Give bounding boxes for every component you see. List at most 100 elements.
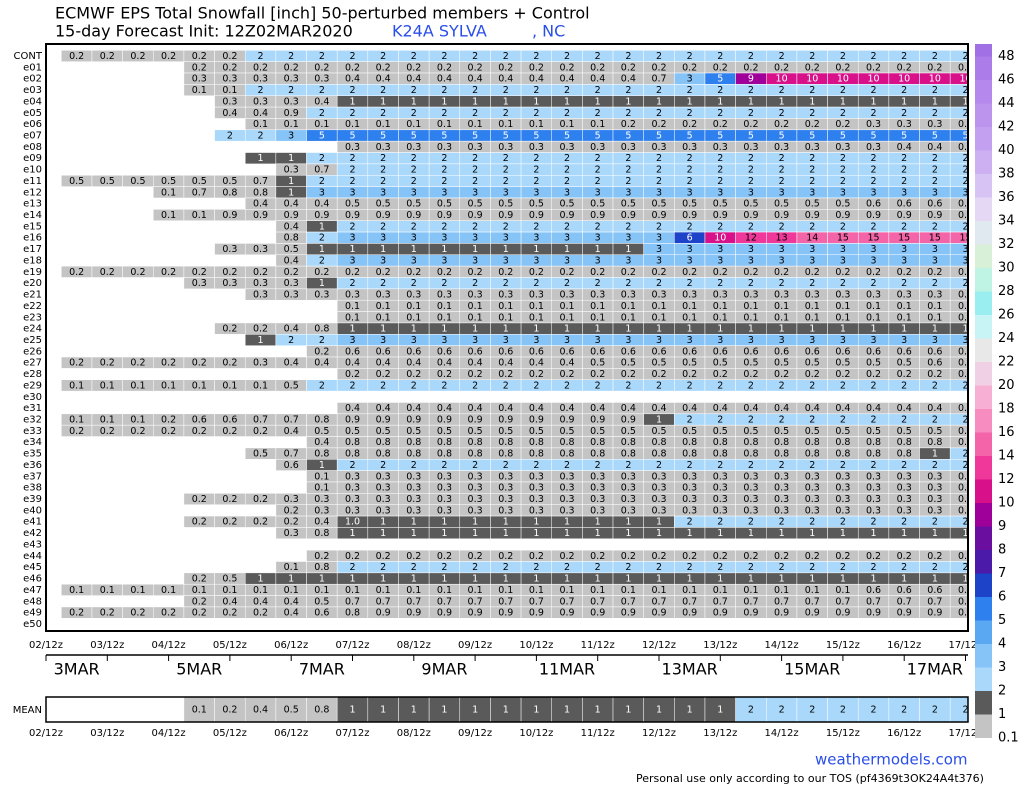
cell-label: 0.4 [253, 108, 268, 119]
cell-label: 0.7 [743, 596, 758, 607]
cell-label: 2 [901, 705, 907, 716]
cell-label: 2 [411, 562, 417, 573]
cell-label: 1 [441, 96, 447, 107]
cell-label: 0.3 [621, 483, 636, 494]
cell-label: 0.5 [345, 426, 360, 437]
cell-label: 0.8 [406, 437, 421, 448]
cell-label: 0.3 [621, 494, 636, 505]
cell-label: 0.3 [897, 471, 912, 482]
cell-label: 3 [503, 187, 509, 198]
cell-label: 0.9 [805, 608, 820, 619]
cell-label: 2 [349, 176, 355, 187]
cell-label: 2 [717, 278, 723, 289]
cell-label: 0.2 [498, 267, 513, 278]
row-label: e22 [23, 301, 42, 312]
cell-label: 2 [687, 85, 693, 96]
cell-label: 0.1 [590, 312, 605, 323]
cell-label: 0.3 [866, 494, 881, 505]
cell-label: 1 [564, 324, 570, 335]
cell-label: 0.3 [713, 483, 728, 494]
cell-label: 0.9 [682, 608, 697, 619]
cell-label: 0.3 [376, 290, 391, 301]
colorbar-block [975, 244, 992, 268]
cell-label: 0.2 [713, 369, 728, 380]
cell-label: 10 [929, 74, 941, 85]
cell-label: 2 [717, 153, 723, 164]
cell-label: 1 [840, 324, 846, 335]
cell-label: 0.4 [284, 426, 299, 437]
cell-label: 0.2 [651, 119, 666, 130]
cell-label: 0.9 [406, 210, 421, 221]
cell-label: 0.2 [713, 267, 728, 278]
cell-label: 0.7 [284, 449, 299, 460]
cell-label: 0.3 [958, 119, 973, 130]
cell-label: 2 [595, 221, 601, 232]
cell-label: 0.5 [866, 426, 881, 437]
cell-label: 0.5 [314, 426, 329, 437]
cell-label: 1 [380, 517, 386, 528]
cell-label: 2 [411, 460, 417, 471]
cell-label: 2 [564, 380, 570, 391]
cell-label: 0.1 [437, 119, 452, 130]
cell-label: 2 [349, 460, 355, 471]
cell-label: 2 [258, 85, 264, 96]
cell-label: 0.1 [345, 301, 360, 312]
cell-label: 0.9 [927, 608, 942, 619]
cell-label: 1 [840, 528, 846, 539]
cell-label: 0.2 [100, 267, 115, 278]
cell-label: 0.1 [161, 187, 176, 198]
cell-label: 1 [472, 517, 478, 528]
cell-label: 3 [901, 187, 907, 198]
cell-label: 0.2 [498, 369, 513, 380]
cell-label: 2 [288, 51, 294, 62]
cell-label: 0.2 [314, 267, 329, 278]
colorbar-label: 42 [998, 120, 1015, 135]
cell-label: 0.2 [192, 517, 207, 528]
cell-label: 1.0 [345, 517, 360, 528]
row-label: e46 [23, 574, 42, 585]
cell-label: 0.2 [468, 267, 483, 278]
cell-label: 2 [656, 380, 662, 391]
cell-label: 0.7 [437, 596, 452, 607]
cell-label: 3 [932, 187, 938, 198]
cell-label: 0.1 [897, 301, 912, 312]
cell-label: 0.3 [468, 290, 483, 301]
cell-label: 2 [932, 380, 938, 391]
row-label: e11 [23, 176, 42, 187]
cell-label: 3 [441, 233, 447, 244]
cell-label: 0.3 [590, 471, 605, 482]
cell-label: 5 [441, 131, 447, 142]
row-label: e40 [23, 505, 42, 516]
cell-label: 0.3 [559, 505, 574, 516]
cell-label: 0.1 [835, 585, 850, 596]
cell-label: 2 [411, 278, 417, 289]
cell-label: 0.2 [590, 267, 605, 278]
cell-label: 0.3 [866, 142, 881, 153]
cell-label: 3 [595, 255, 601, 266]
cell-label: 2 [932, 415, 938, 426]
cell-label: 1 [871, 528, 877, 539]
cell-label: 2 [564, 51, 570, 62]
cell-label: 0.4 [468, 358, 483, 369]
cell-label: 3 [411, 255, 417, 266]
cell-label: 1 [411, 517, 417, 528]
cell-label: 3 [871, 255, 877, 266]
cell-label: 0.2 [468, 369, 483, 380]
cell-label: 0.3 [713, 494, 728, 505]
cell-label: 0.2 [866, 551, 881, 562]
cell-label: 2 [687, 380, 693, 391]
cell-label: 2 [871, 562, 877, 573]
cell-label: 0.3 [927, 471, 942, 482]
cell-label: 0.3 [897, 494, 912, 505]
cell-label: 2 [380, 278, 386, 289]
cell-label: 0.2 [437, 551, 452, 562]
cell-label: 0.6 [468, 346, 483, 357]
cell-label: 2 [717, 517, 723, 528]
cell-label: 1 [871, 324, 877, 335]
cell-label: 2 [748, 153, 754, 164]
cell-label: 0.4 [805, 403, 820, 414]
cell-label: 0.2 [161, 267, 176, 278]
cell-label: 0.4 [437, 358, 452, 369]
cell-label: 0.2 [835, 369, 850, 380]
cell-label: 0.9 [590, 415, 605, 426]
